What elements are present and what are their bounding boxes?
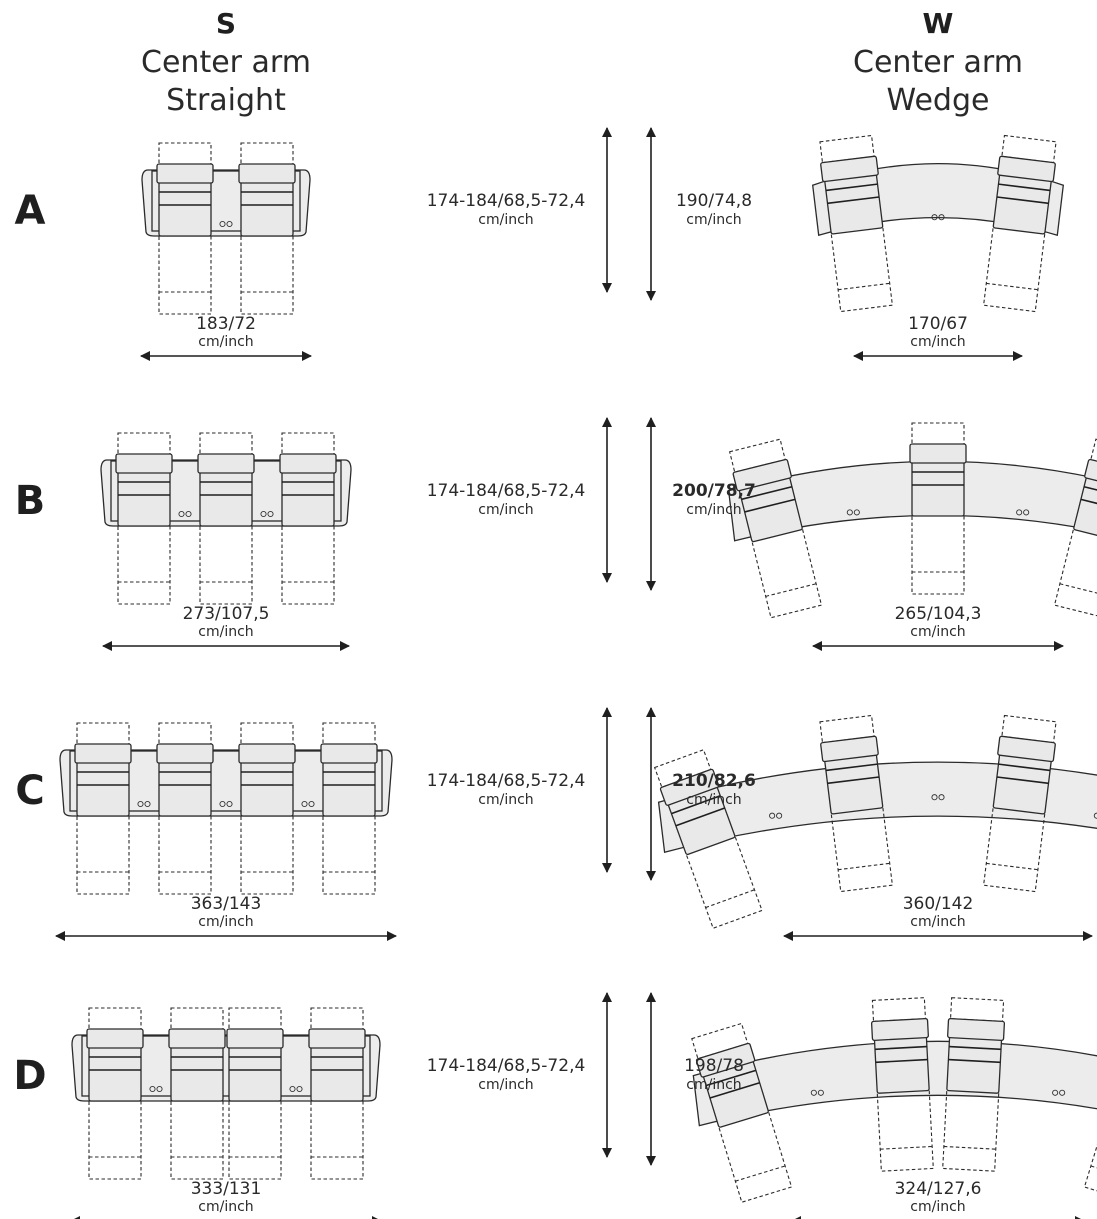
straight-width-unit: cm/inch [198,1199,253,1215]
recliner-seat [74,722,132,895]
cup-holder-icon [219,220,233,228]
straight-width-value: 273/107,5 [183,604,270,624]
cup-holder-icon [301,800,315,808]
recliner-seat [320,722,378,895]
straight-width-value: 183/72 [196,314,256,334]
recliner-seat [115,432,173,605]
recliner-seat [942,997,1006,1172]
straight-width-value: 333/131 [191,1179,262,1199]
recliner-seat [226,1007,284,1180]
cup-holder-icon [137,800,151,808]
wedge-width-unit: cm/inch [910,1199,965,1215]
recliner-seat [156,142,214,315]
column-s-line1: Center arm [141,45,311,80]
cup-holder-icon [178,510,192,518]
depth-value: 174-184/68,5-72,4 [427,771,586,791]
recliner-seat [870,997,934,1172]
wedge-width-unit: cm/inch [910,914,965,930]
depth-unit: cm/inch [478,212,533,228]
config-row-a: A 174-184/68,5-72,4cm/inch190/74,8cm/inch… [15,127,1065,361]
cup-holder-icon [931,794,945,801]
recliner-seat [728,438,823,619]
wedge-sofa [653,714,1097,929]
recliner-seat [238,722,296,895]
recliner-seat [168,1007,226,1180]
height-value: 190/74,8 [676,191,752,211]
wedge-sofa [811,134,1065,313]
recliner-seat [653,749,763,929]
recliner-seat [819,134,894,313]
depth-unit: cm/inch [478,502,533,518]
column-w-letter: W [923,7,954,40]
straight-width-value: 363/143 [191,894,262,914]
straight-sofa [59,722,393,895]
wedge-sofa [727,422,1097,619]
cup-holder-icon [289,1085,303,1093]
depth-value: 174-184/68,5-72,4 [427,191,586,211]
straight-width-unit: cm/inch [198,624,253,640]
depth-unit: cm/inch [478,792,533,808]
recliner-seat [819,714,894,893]
cup-holder-icon [931,214,945,221]
recliner-seat [238,142,296,315]
cup-holder-icon [846,509,860,516]
row-letter: B [15,478,46,524]
recliner-seat [279,432,337,605]
recliner-seat [86,1007,144,1180]
cup-holder-icon [260,510,274,518]
depth-value: 174-184/68,5-72,4 [427,481,586,501]
height-unit: cm/inch [686,212,741,228]
recliner-seat [982,714,1057,893]
height-unit: cm/inch [686,1077,741,1093]
cup-holder-icon [1052,1089,1066,1096]
cup-holder-icon [219,800,233,808]
wedge-width-value: 265/104,3 [895,604,982,624]
wedge-width-unit: cm/inch [910,334,965,350]
row-letter: D [13,1053,46,1099]
depth-unit: cm/inch [478,1077,533,1093]
straight-sofa [141,142,311,315]
height-unit: cm/inch [686,502,741,518]
column-w-line2: Wedge [887,83,990,118]
depth-value: 174-184/68,5-72,4 [427,1056,586,1076]
recliner-seat [909,422,967,595]
config-row-d: D 174-184/68,5-72,4cm/inch198/78cm/inch33… [13,992,1097,1219]
straight-width-unit: cm/inch [198,914,253,930]
wedge-sofa [691,997,1097,1203]
cup-holder-icon [149,1085,163,1093]
config-row-b: B 174-184/68,5-72,4cm/inch200/78,7cm/inch… [15,417,1097,651]
recliner-seat [691,1022,793,1203]
config-row-c: C 174-184/68,5-72,4cm/inch210/82,6cm/inch… [15,707,1097,941]
recliner-seat [1053,438,1097,619]
row-letter: A [15,188,46,234]
cup-holder-icon [769,812,783,819]
cup-holder-icon [810,1089,824,1096]
height-unit: cm/inch [686,792,741,808]
wedge-width-value: 170/67 [908,314,968,334]
column-w-line1: Center arm [853,45,1023,80]
recliner-seat [1083,1109,1097,1203]
height-value: 200/78,7 [672,481,756,501]
recliner-seat [982,134,1057,313]
wedge-width-value: 360/142 [903,894,974,914]
straight-width-unit: cm/inch [198,334,253,350]
height-value: 210/82,6 [672,771,756,791]
straight-sofa [71,1007,381,1180]
straight-sofa [100,432,352,605]
recliner-seat [308,1007,366,1180]
recliner-seat [156,722,214,895]
cup-holder-icon [1016,509,1030,516]
column-s-letter: S [216,7,236,40]
row-letter: C [15,768,44,814]
recliner-seat [197,432,255,605]
height-value: 198/78 [684,1056,744,1076]
wedge-width-value: 324/127,6 [895,1179,982,1199]
column-s-line2: Straight [166,83,286,118]
wedge-width-unit: cm/inch [910,624,965,640]
